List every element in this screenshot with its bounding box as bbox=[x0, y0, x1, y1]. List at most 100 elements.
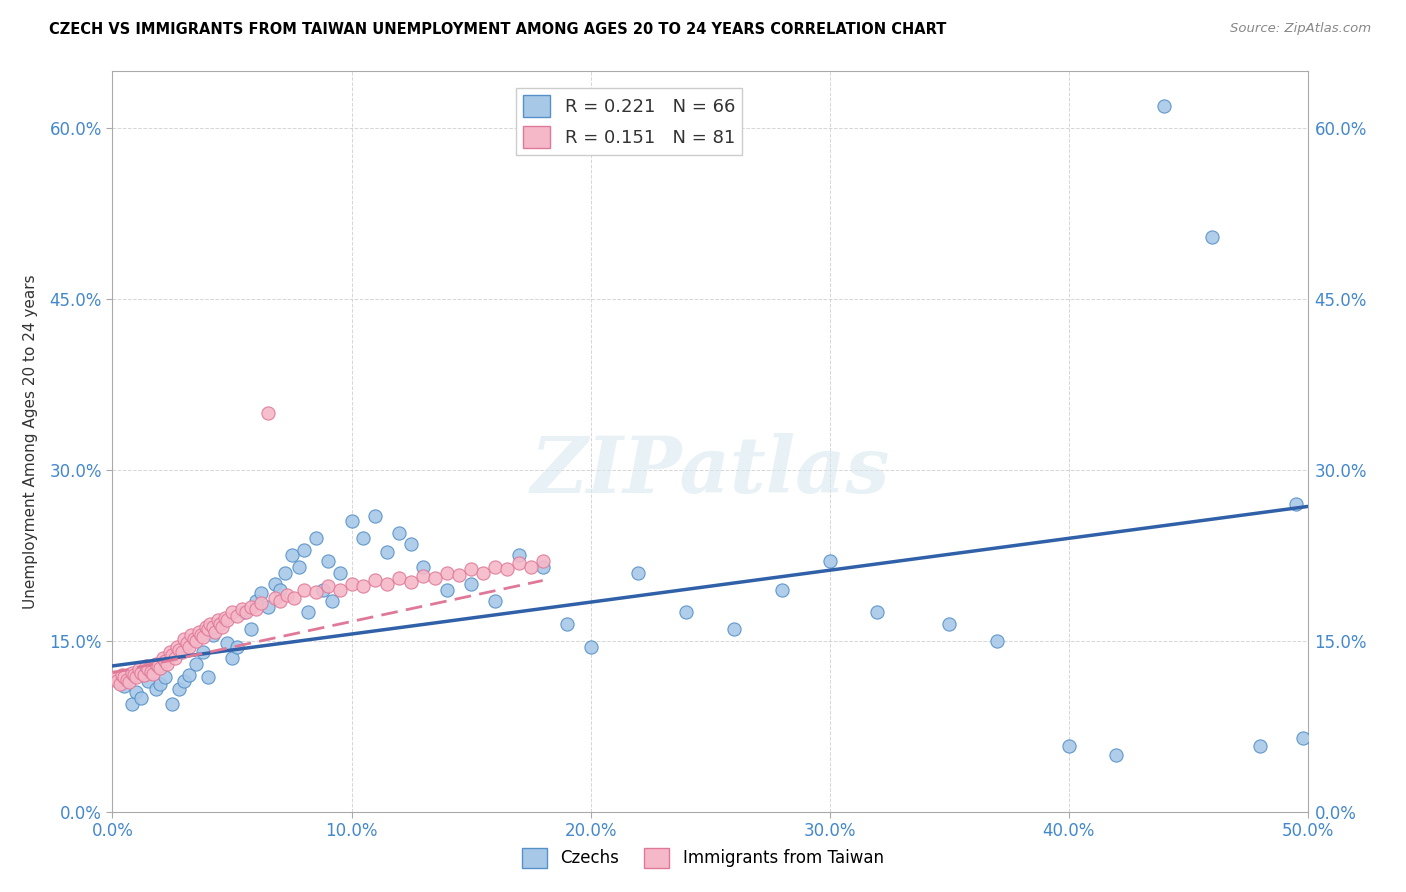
Legend: Czechs, Immigrants from Taiwan: Czechs, Immigrants from Taiwan bbox=[516, 841, 890, 875]
Point bbox=[484, 559, 506, 574]
Point bbox=[472, 566, 495, 580]
Point bbox=[193, 645, 215, 659]
Point bbox=[245, 594, 267, 608]
Point bbox=[190, 628, 212, 642]
Point bbox=[1057, 739, 1080, 753]
Point bbox=[305, 585, 328, 599]
Point bbox=[201, 620, 224, 634]
Point bbox=[412, 559, 434, 574]
Point bbox=[257, 406, 280, 420]
Point bbox=[129, 690, 152, 705]
Point bbox=[138, 673, 160, 688]
Point bbox=[377, 545, 399, 559]
Point bbox=[159, 645, 181, 659]
Point bbox=[233, 606, 256, 620]
Text: Source: ZipAtlas.com: Source: ZipAtlas.com bbox=[1230, 22, 1371, 36]
Point bbox=[269, 582, 291, 597]
Point bbox=[235, 606, 257, 620]
Point bbox=[1153, 98, 1175, 112]
Point bbox=[204, 624, 226, 639]
Point bbox=[1201, 229, 1223, 244]
Point bbox=[149, 677, 172, 691]
Point bbox=[129, 665, 152, 680]
Point bbox=[496, 562, 519, 576]
Legend: R = 0.221   N = 66, R = 0.151   N = 81: R = 0.221 N = 66, R = 0.151 N = 81 bbox=[516, 87, 742, 155]
Point bbox=[675, 606, 697, 620]
Point bbox=[142, 666, 165, 681]
Point bbox=[245, 602, 267, 616]
Point bbox=[269, 594, 291, 608]
Text: CZECH VS IMMIGRANTS FROM TAIWAN UNEMPLOYMENT AMONG AGES 20 TO 24 YEARS CORRELATI: CZECH VS IMMIGRANTS FROM TAIWAN UNEMPLOY… bbox=[49, 22, 946, 37]
Point bbox=[121, 697, 143, 711]
Point bbox=[412, 569, 434, 583]
Point bbox=[316, 579, 339, 593]
Point bbox=[186, 657, 208, 671]
Point bbox=[508, 557, 530, 571]
Point bbox=[770, 582, 793, 597]
Point bbox=[114, 670, 135, 684]
Point bbox=[209, 616, 232, 631]
Point bbox=[125, 685, 148, 699]
Point bbox=[201, 628, 224, 642]
Point bbox=[352, 532, 374, 546]
Point bbox=[273, 566, 295, 580]
Point bbox=[162, 648, 183, 662]
Point bbox=[508, 549, 530, 563]
Point bbox=[139, 665, 162, 679]
Point bbox=[111, 668, 134, 682]
Point bbox=[436, 566, 458, 580]
Point bbox=[240, 623, 263, 637]
Point bbox=[146, 659, 169, 673]
Point bbox=[264, 577, 287, 591]
Point bbox=[938, 616, 960, 631]
Point bbox=[1249, 739, 1271, 753]
Point bbox=[1105, 747, 1128, 762]
Point bbox=[135, 659, 157, 673]
Point bbox=[579, 640, 602, 654]
Point bbox=[207, 613, 229, 627]
Y-axis label: Unemployment Among Ages 20 to 24 years: Unemployment Among Ages 20 to 24 years bbox=[24, 274, 38, 609]
Point bbox=[104, 670, 127, 684]
Point bbox=[388, 571, 411, 585]
Point bbox=[377, 577, 399, 591]
Point bbox=[283, 591, 305, 605]
Point bbox=[177, 640, 200, 654]
Point bbox=[986, 633, 1008, 648]
Point bbox=[149, 661, 172, 675]
Point bbox=[627, 566, 650, 580]
Point bbox=[231, 602, 253, 616]
Point bbox=[292, 582, 315, 597]
Point bbox=[484, 594, 506, 608]
Point bbox=[401, 537, 423, 551]
Point bbox=[169, 643, 191, 657]
Point bbox=[115, 673, 138, 687]
Point bbox=[186, 633, 208, 648]
Point bbox=[1285, 497, 1308, 511]
Point bbox=[200, 616, 222, 631]
Point bbox=[257, 599, 280, 614]
Point bbox=[249, 586, 271, 600]
Point bbox=[194, 620, 217, 634]
Point bbox=[723, 623, 745, 637]
Point bbox=[520, 559, 543, 574]
Point bbox=[176, 636, 198, 650]
Point bbox=[132, 668, 155, 682]
Point bbox=[162, 697, 183, 711]
Point bbox=[153, 670, 176, 684]
Point bbox=[105, 673, 128, 688]
Point bbox=[118, 674, 141, 689]
Point bbox=[531, 554, 554, 568]
Point bbox=[108, 677, 131, 691]
Point bbox=[321, 594, 343, 608]
Point bbox=[225, 608, 247, 623]
Point bbox=[170, 645, 193, 659]
Point bbox=[436, 582, 458, 597]
Point bbox=[352, 579, 374, 593]
Point bbox=[316, 554, 339, 568]
Point bbox=[225, 640, 247, 654]
Point bbox=[305, 532, 328, 546]
Point bbox=[364, 574, 387, 588]
Point bbox=[197, 623, 219, 637]
Point bbox=[193, 631, 215, 645]
Point bbox=[114, 680, 135, 694]
